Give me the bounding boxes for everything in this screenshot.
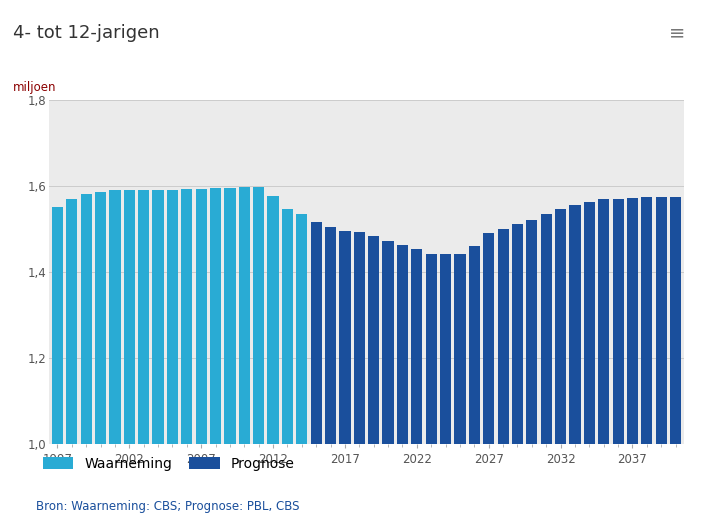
Text: ≡: ≡ [669, 24, 686, 43]
Bar [80, 194, 92, 444]
Bar [354, 232, 365, 444]
Bar [656, 197, 667, 444]
Bar [52, 207, 63, 444]
Bar [340, 231, 350, 444]
Bar [383, 241, 393, 444]
Bar [526, 220, 538, 444]
Bar [152, 190, 164, 444]
Bar [66, 198, 78, 444]
Bar [627, 198, 638, 444]
Bar [498, 229, 509, 444]
Bar [440, 255, 451, 444]
Bar [268, 196, 279, 444]
Bar [555, 209, 567, 444]
Bar [598, 200, 610, 444]
Bar [95, 192, 106, 444]
Bar [454, 254, 465, 444]
Legend: Waarneming, Prognose: Waarneming, Prognose [43, 457, 294, 471]
Text: Bron: Waarneming: CBS; Prognose: PBL, CBS: Bron: Waarneming: CBS; Prognose: PBL, CB… [36, 500, 299, 513]
Bar [397, 245, 408, 444]
Bar [210, 188, 221, 444]
Bar [584, 202, 595, 444]
Bar [181, 189, 192, 444]
Bar [238, 187, 250, 444]
Bar [569, 205, 581, 444]
Bar [411, 249, 422, 444]
Bar [612, 198, 624, 444]
Bar [512, 224, 523, 444]
Bar [123, 190, 135, 444]
Bar [282, 209, 293, 444]
Bar [253, 187, 264, 444]
Bar [138, 190, 149, 444]
Bar [541, 214, 552, 444]
Bar [469, 246, 480, 444]
Bar [109, 190, 121, 444]
Bar [224, 188, 236, 444]
Bar [325, 227, 336, 444]
Text: 4- tot 12-jarigen: 4- tot 12-jarigen [13, 24, 159, 41]
Bar [297, 214, 307, 444]
Bar [483, 233, 495, 444]
Bar [195, 188, 207, 444]
Bar [670, 197, 681, 444]
Bar [311, 222, 322, 444]
Bar [641, 197, 653, 444]
Text: miljoen: miljoen [13, 81, 57, 94]
Bar [426, 254, 437, 444]
Bar [368, 236, 379, 444]
Bar [167, 190, 178, 444]
